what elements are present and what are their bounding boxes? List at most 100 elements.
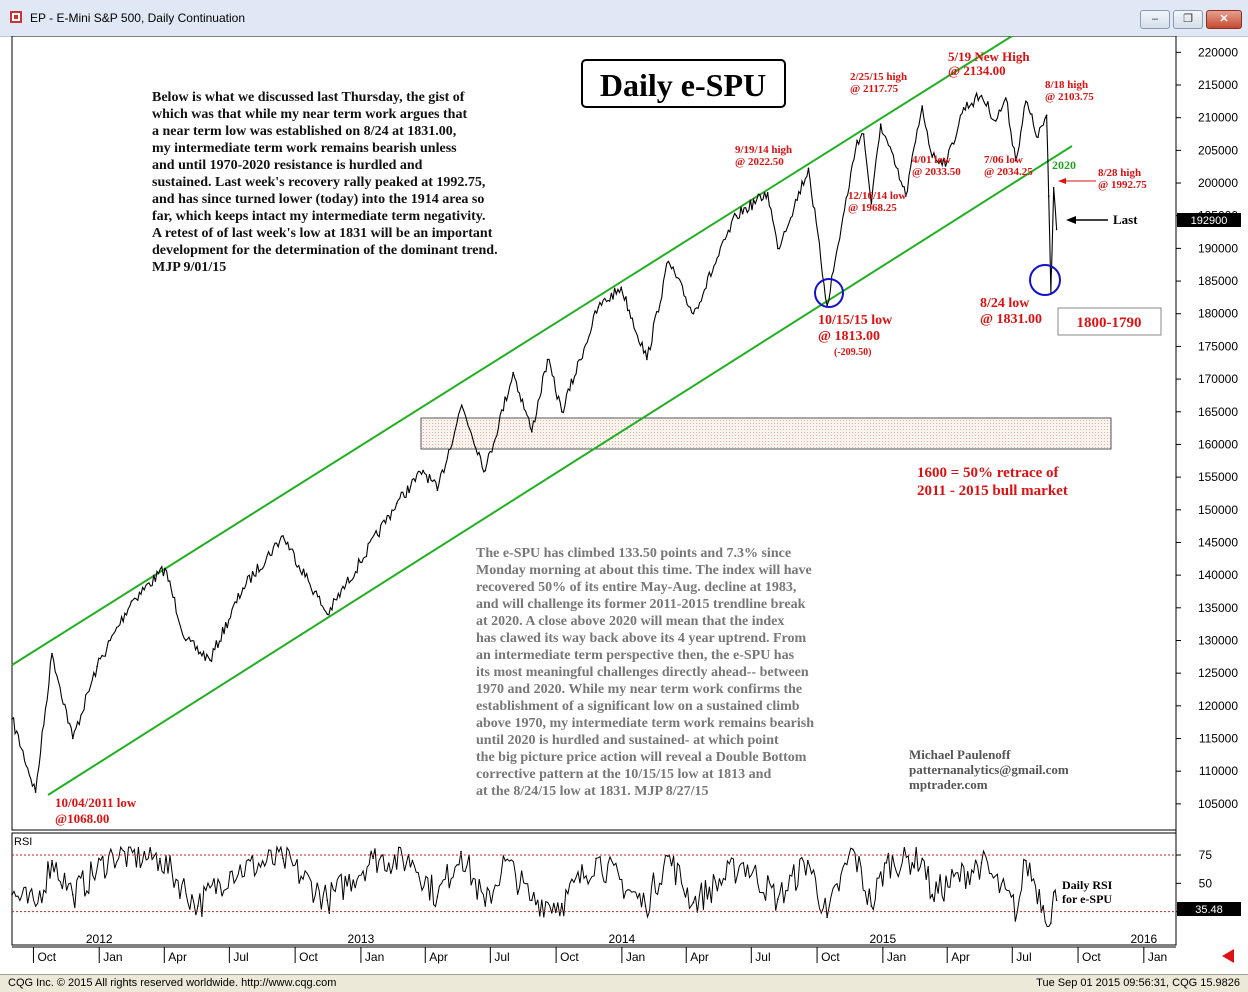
month-label: Jul (233, 950, 248, 964)
month-label: Apr (168, 950, 187, 964)
price-point (667, 260, 670, 263)
price-point (164, 567, 166, 570)
price-point (1025, 100, 1027, 103)
price-point (72, 737, 74, 740)
channel-lower-line (47, 145, 1073, 796)
rsi-point (980, 862, 983, 864)
close-button[interactable]: ✕ (1206, 10, 1242, 29)
price-point (546, 358, 549, 361)
time-axis: 2012 2013 2014 2015 2016 Oct Jan Apr Jul Oct Jan Ap… (12, 932, 1176, 964)
price-point (436, 489, 439, 492)
restore-button[interactable]: ❐ (1173, 10, 1203, 29)
rsi-point (1055, 899, 1058, 902)
level-2020-label: 2020 (1052, 158, 1076, 172)
app-icon (10, 11, 22, 23)
month-label: Oct (1082, 950, 1101, 964)
last-label: Last (1113, 212, 1138, 227)
price-point (531, 430, 533, 433)
price-point (931, 156, 933, 158)
annotation-label: 8/28 high (1098, 167, 1141, 179)
arrow-last-head (1066, 216, 1076, 224)
price-point (766, 192, 769, 194)
rsi-point (326, 899, 329, 902)
retrace-zone (420, 417, 1112, 450)
price-point (1055, 228, 1058, 231)
rsi-point (595, 857, 597, 860)
price-point (1047, 195, 1050, 197)
author-block: Michael Paulenoff patternanalytics@gmail… (909, 747, 1069, 792)
year-label: 2015 (870, 932, 897, 946)
title-bar: EP - E-Mini S&P 500, Daily Continuation … (0, 0, 1248, 37)
price-tick-label: 165000 (1198, 405, 1238, 419)
commentary-bottom-line: and will challenge its former 2011-2015 … (476, 597, 806, 612)
commentary-bottom-line: corrective pattern at the 10/15/15 low a… (476, 767, 771, 782)
price-tick-label: 125000 (1198, 666, 1238, 680)
commentary-bottom-line: 1970 and 2020. While my near term work c… (476, 682, 802, 697)
price-point (904, 195, 907, 197)
rsi-point (411, 859, 414, 862)
rsi-point (852, 848, 854, 851)
commentary-bottom-line: an intermediate term perspective then, t… (476, 648, 795, 663)
price-point (242, 587, 244, 589)
price-point (879, 123, 882, 125)
price-point (807, 167, 810, 170)
rsi-point (51, 859, 53, 862)
price-tick-label: 160000 (1198, 437, 1238, 451)
annotation-label: @1068.00 (55, 811, 109, 826)
commentary-bottom-line: recovered 50% of its entire May-Aug. dec… (476, 580, 796, 595)
price-point (646, 358, 648, 361)
price-tick-label: 220000 (1198, 45, 1238, 59)
price-tick-label: 175000 (1198, 339, 1238, 353)
price-tick-label: 150000 (1198, 503, 1238, 517)
price-point (460, 404, 463, 407)
rsi-point (807, 859, 809, 862)
rsi-tick-label: 50 (1199, 876, 1213, 890)
rsi-point (1050, 922, 1052, 924)
rsi-point (1025, 859, 1027, 862)
price-point (1037, 136, 1039, 139)
price-point (735, 214, 738, 217)
commentary-top-line: development for the determination of the… (152, 243, 498, 258)
price-tick-label: 115000 (1199, 732, 1238, 746)
price-tick-label: 105000 (1198, 797, 1238, 811)
commentary-top-line: a near term low was established on 8/24 … (152, 124, 456, 139)
price-point (130, 600, 133, 603)
headline-box (581, 59, 786, 108)
rsi-point (561, 902, 563, 905)
price-tick-label: 210000 (1198, 111, 1238, 125)
rsi-point (159, 857, 161, 860)
scroll-left-arrow[interactable] (1222, 949, 1234, 963)
rsi-point (870, 905, 873, 907)
rsi-point (34, 905, 37, 907)
commentary-bottom-line: above 1970, my intermediate term work re… (476, 716, 814, 731)
commentary-bottom-line: its most meaningful challenges directly … (476, 665, 809, 680)
price-point (326, 613, 329, 616)
commentary-top-line: my intermediate term work remains bearis… (152, 141, 457, 156)
price-tick-label: 180000 (1198, 307, 1238, 321)
rsi-tick-label: 75 (1199, 848, 1213, 862)
price-tick-label: 185000 (1198, 274, 1238, 288)
annotation-label: 12/16/14 low (848, 190, 906, 202)
price-point (946, 160, 948, 162)
commentary-bottom-line: the big picture price action will reveal… (476, 750, 807, 765)
price-point (597, 306, 600, 309)
annotation-label: 10/04/2011 low (55, 795, 137, 810)
status-bar: CQG Inc. © 2015 All rights reserved worl… (0, 974, 1248, 992)
last-price-value: 192900 (1191, 215, 1228, 227)
month-label: Jan (103, 950, 122, 964)
rsi-point (197, 905, 199, 907)
price-point (620, 286, 622, 289)
price-tick-label: 215000 (1198, 78, 1238, 92)
annotation-label: 2011 - 2015 bull market (917, 483, 1068, 499)
month-label: Apr (429, 950, 448, 964)
rsi-point (72, 893, 74, 896)
price-point (870, 203, 873, 205)
minimize-button[interactable]: – (1140, 10, 1170, 29)
commentary-bottom-line: The e-SPU has climbed 133.50 points and … (476, 546, 791, 561)
rsi-panel (11, 832, 1177, 946)
last-rsi-box (1177, 902, 1241, 916)
price-point (1052, 187, 1055, 189)
price-point (862, 133, 865, 135)
price-point (1005, 97, 1007, 99)
